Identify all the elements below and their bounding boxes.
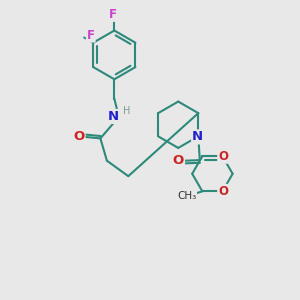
Text: H: H [123,106,131,116]
Text: F: F [109,8,117,21]
Text: F: F [87,28,95,42]
Text: O: O [218,150,228,163]
Text: O: O [218,185,228,198]
Text: O: O [173,154,184,167]
Text: O: O [73,130,85,143]
Text: N: N [192,130,203,143]
Text: N: N [108,110,119,123]
Text: CH₃: CH₃ [177,191,196,201]
